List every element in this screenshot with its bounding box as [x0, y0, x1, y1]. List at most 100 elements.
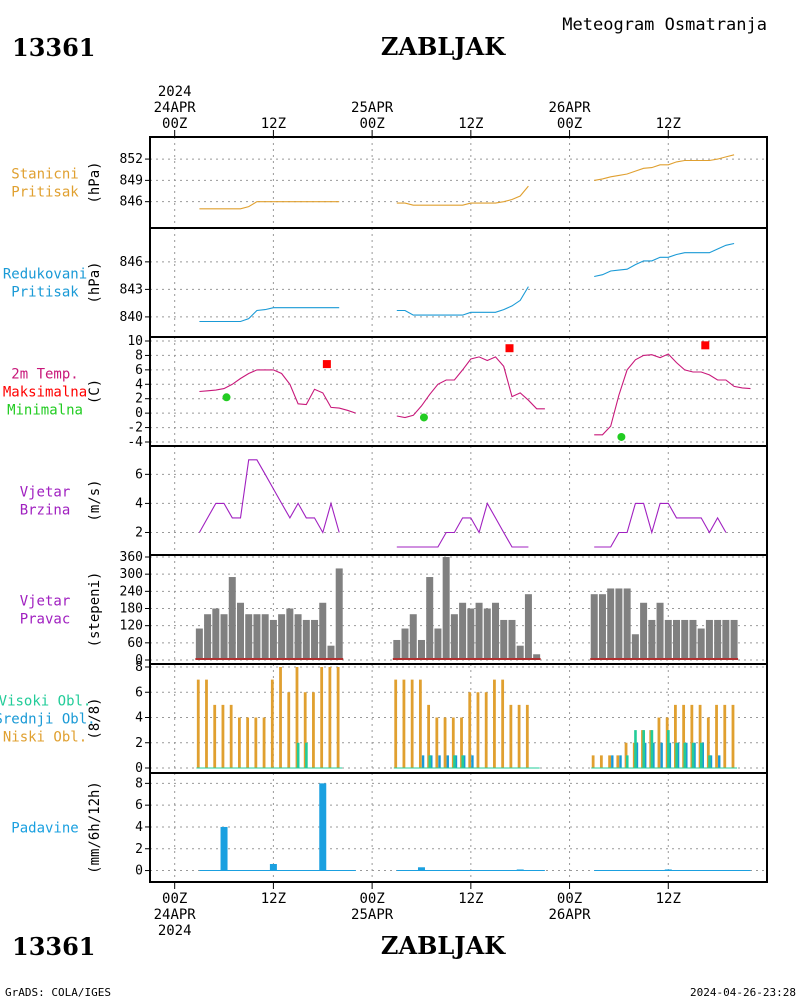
data-bar — [714, 619, 722, 660]
y-tick-label: 4 — [135, 820, 143, 835]
low-cloud-bar — [657, 717, 661, 768]
y-tick-label: 4 — [135, 377, 143, 392]
low-cloud-bar — [254, 717, 258, 768]
series-line — [198, 459, 340, 534]
series-line — [199, 307, 340, 323]
data-bar — [524, 594, 532, 660]
mid-cloud-bar — [668, 742, 672, 768]
y-tick-label: 846 — [120, 195, 143, 210]
data-bar — [393, 639, 401, 660]
high-cloud-bar — [461, 755, 465, 768]
data-bar — [475, 602, 483, 660]
y-tick-label: 6 — [135, 363, 143, 378]
panel-label: Pritisak — [11, 285, 79, 301]
low-cloud-bar — [460, 717, 463, 768]
mid-cloud-bar — [718, 755, 721, 768]
chart-subtitle: Meteogram Osmatranja — [562, 15, 767, 35]
panel-label: Pravac — [20, 612, 71, 628]
y-tick-label: 0 — [135, 406, 143, 421]
panel-label: Padavine — [11, 821, 78, 837]
data-bar — [467, 608, 475, 660]
low-cloud-bar — [303, 692, 307, 768]
low-cloud-bar — [427, 704, 431, 768]
low-cloud-bar — [616, 755, 620, 768]
panel-frame — [149, 136, 768, 229]
y-tick-label: 8 — [135, 348, 143, 363]
top-time-label: 00Z — [162, 116, 187, 132]
y-axis-unit-label: (mm/6h/12h) — [87, 781, 103, 874]
low-cloud-bar — [410, 679, 414, 768]
high-cloud-bar — [625, 755, 629, 768]
low-cloud-bar — [262, 717, 266, 768]
y-tick-label: 120 — [120, 619, 143, 634]
low-cloud-bar — [287, 692, 291, 768]
bottom-time-label: 26APR — [548, 907, 591, 923]
max-temp-marker — [322, 360, 331, 369]
data-bar — [417, 867, 425, 871]
data-bar — [459, 602, 467, 660]
top-time-label: 00Z — [557, 116, 582, 132]
top-time-label: 00Z — [359, 116, 384, 132]
bottom-time-label: 00Z — [162, 891, 187, 907]
panel-wind_direction: 0 60 120 180 240 300 360 Vjetar Pravac (stepeni) — [20, 550, 768, 668]
low-cloud-bar — [731, 704, 735, 768]
low-cloud-bar — [451, 717, 455, 768]
footer-credit: GrADS: COLA/IGES — [5, 986, 111, 999]
low-cloud-bar — [328, 667, 332, 768]
low-cloud-bar — [320, 667, 324, 768]
low-cloud-bar — [394, 679, 398, 768]
low-cloud-bar — [418, 679, 422, 768]
data-bar — [689, 619, 697, 660]
data-bar — [294, 614, 302, 660]
data-bar — [533, 654, 541, 660]
panel-label: Pritisak — [11, 185, 79, 201]
data-bar — [664, 619, 672, 660]
data-bar — [253, 614, 261, 660]
y-tick-label: 60 — [127, 636, 143, 651]
low-cloud-bar — [468, 692, 472, 768]
y-tick-label: 6 — [135, 467, 143, 482]
bottom-time-label: 12Z — [656, 891, 681, 907]
data-bar — [492, 602, 500, 660]
max-temp-marker — [505, 344, 514, 353]
y-tick-label: 360 — [120, 550, 143, 565]
y-tick-label: 843 — [120, 282, 143, 297]
data-bar — [335, 568, 343, 660]
data-bar — [656, 602, 664, 660]
panel-label: Brzina — [20, 503, 71, 519]
y-axis-unit-label: (hPa) — [87, 261, 103, 303]
data-bar — [590, 594, 598, 660]
mid-cloud-bar — [421, 755, 425, 768]
top-time-label: 2024 — [158, 84, 192, 100]
series-line — [594, 242, 735, 278]
data-bar — [607, 588, 615, 660]
bottom-time-label: 25APR — [351, 907, 394, 923]
high-cloud-bar — [667, 730, 670, 768]
data-bar — [442, 557, 450, 660]
data-bar — [615, 588, 623, 660]
top-time-label: 12Z — [458, 116, 483, 132]
mid-cloud-bar — [676, 742, 680, 768]
low-cloud-bar — [690, 704, 694, 768]
panel-reduced_pressure: 840 843 846 Redukovani Pritisak (hPa) — [3, 227, 768, 338]
y-axis-unit-label: (hPa) — [87, 161, 103, 203]
low-cloud-bar — [509, 704, 513, 768]
data-bar — [311, 619, 319, 660]
top-time-label: 26APR — [548, 100, 591, 116]
series-line — [396, 286, 529, 316]
low-cloud-bar — [517, 704, 521, 768]
y-tick-label: 6 — [135, 798, 143, 813]
mid-cloud-bar — [619, 755, 622, 768]
low-cloud-bar — [237, 717, 241, 768]
mid-cloud-bar — [463, 755, 466, 768]
data-bar — [640, 602, 648, 660]
data-bar — [623, 588, 631, 660]
data-bar — [598, 594, 606, 660]
mid-cloud-bar — [709, 755, 713, 768]
panel-frame — [149, 772, 768, 883]
footer-timestamp: 2024-04-26-23:28 — [690, 986, 796, 999]
top-time-label: 12Z — [656, 116, 681, 132]
